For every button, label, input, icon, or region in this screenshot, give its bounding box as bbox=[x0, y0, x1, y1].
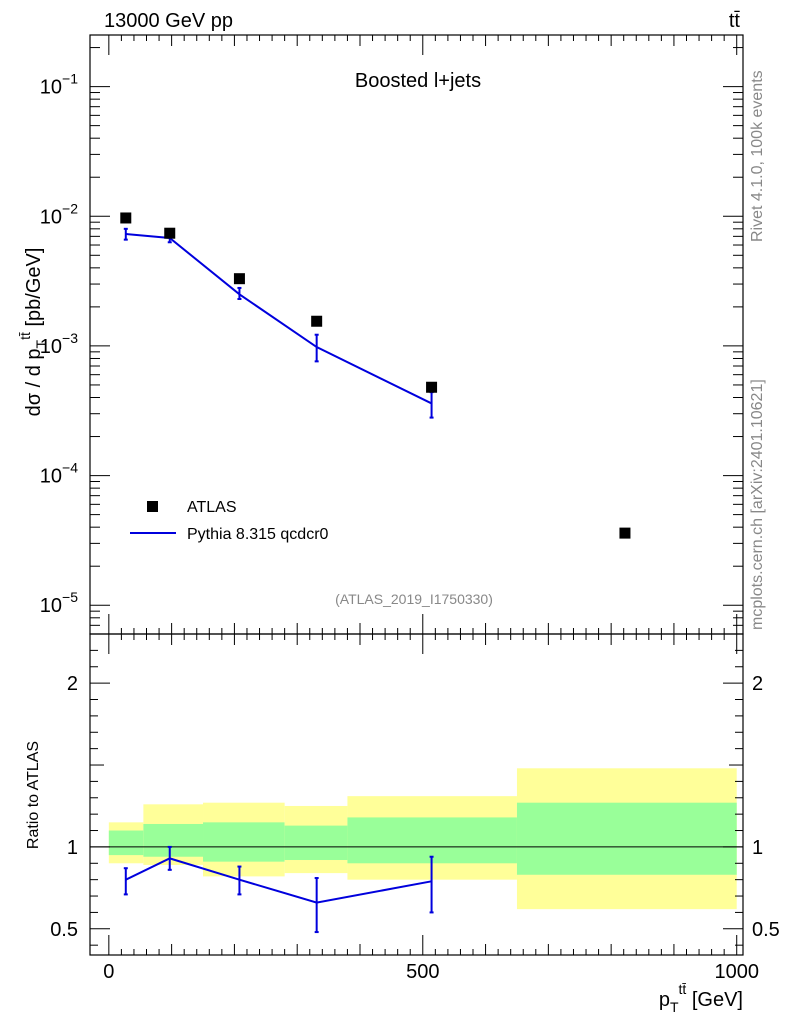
atlas-marker bbox=[619, 527, 631, 539]
ratio-y-tick-label-right: 1 bbox=[752, 837, 763, 859]
ratio-band-green bbox=[203, 822, 285, 862]
header-right-label: tt̄ bbox=[729, 10, 741, 32]
atlas-marker bbox=[164, 227, 176, 239]
mc-line bbox=[125, 232, 433, 405]
ratio-y-label: Ratio to ATLAS bbox=[25, 741, 42, 849]
ratio-y-tick-label-right: 0.5 bbox=[752, 919, 780, 941]
atlas-marker bbox=[233, 273, 245, 285]
ratio-band-green bbox=[108, 830, 144, 856]
legend-mc-label: Pythia 8.315 qcdcr0 bbox=[187, 526, 329, 543]
main-frame bbox=[89, 34, 744, 635]
data-marks bbox=[120, 212, 631, 934]
chart-title: Boosted l+jets bbox=[355, 70, 481, 92]
main-y-tick-label: 10−2 bbox=[40, 200, 78, 228]
mcplots-label: mcplots.cern.ch [arXiv:2401.10621] bbox=[749, 379, 766, 630]
ratio-band-green bbox=[347, 817, 517, 864]
main-y-label: dσ / d pTtt̄ [pb/GeV] bbox=[17, 248, 49, 417]
x-tick-label: 0 bbox=[103, 961, 114, 983]
ratio-y-tick-label-right: 2 bbox=[752, 673, 763, 695]
axes: 0 500 1000 10−1 10−2 10−3 10−4 10−5 0.5 0.5 1 1 2 2 bbox=[40, 34, 780, 983]
ratio-band-green bbox=[516, 802, 737, 875]
rivet-label: Rivet 4.1.0, 100k events bbox=[749, 70, 766, 242]
legend-data-label: ATLAS bbox=[187, 499, 237, 516]
ratio-band-green bbox=[143, 823, 204, 857]
ratio-bands bbox=[90, 768, 743, 910]
ratio-y-tick-label-left: 1 bbox=[67, 837, 78, 859]
x-tick-label: 500 bbox=[406, 961, 439, 983]
ratio-frame bbox=[89, 633, 744, 956]
main-y-tick-label: 10−3 bbox=[40, 330, 78, 358]
x-tick-label: 1000 bbox=[714, 961, 759, 983]
legend-data-marker bbox=[147, 501, 158, 512]
main-y-tick-label: 10−1 bbox=[40, 71, 78, 99]
atlas-marker bbox=[311, 315, 323, 327]
ratio-y-tick-label-left: 0.5 bbox=[50, 919, 78, 941]
main-y-tick-label: 10−5 bbox=[40, 589, 78, 617]
ratio-band-green bbox=[284, 825, 348, 861]
ratio-y-tick-label-left: 2 bbox=[67, 673, 78, 695]
analysis-tag: (ATLAS_2019_I1750330) bbox=[335, 591, 493, 607]
atlas-marker bbox=[426, 381, 438, 393]
x-axis-label: pTtt̄ [GeV] bbox=[659, 981, 743, 1015]
atlas-marker bbox=[120, 212, 132, 224]
header-left-label: 13000 GeV pp bbox=[104, 10, 233, 32]
main-y-tick-label: 10−4 bbox=[40, 460, 78, 488]
